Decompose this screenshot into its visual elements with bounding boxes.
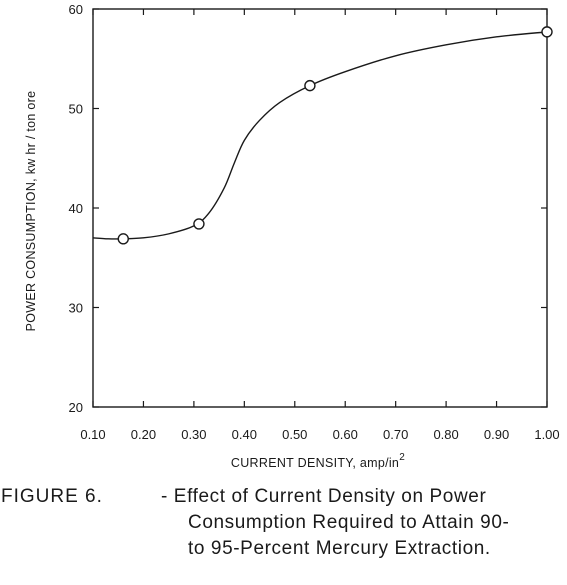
y-tick-label: 50 (69, 102, 83, 117)
x-tick-label: 0.70 (383, 427, 408, 442)
x-tick-label: 0.10 (80, 427, 105, 442)
y-tick-label: 40 (69, 201, 83, 216)
x-tick-label: 0.40 (232, 427, 257, 442)
x-tick-label: 0.50 (282, 427, 307, 442)
plot-border (92, 8, 548, 408)
x-tick-label: 1.00 (534, 427, 559, 442)
caption-line-3: to 95-Percent Mercury Extraction. (188, 538, 491, 559)
x-tick-label: 0.60 (333, 427, 358, 442)
plot-frame (92, 8, 548, 408)
x-tick-label: 0.80 (433, 427, 458, 442)
data-point (541, 26, 553, 38)
x-tick-label: 0.90 (484, 427, 509, 442)
y-axis: 20 30 40 50 60 (69, 2, 547, 415)
y-tick-label: 20 (69, 400, 83, 415)
x-tick-label: 0.30 (181, 427, 206, 442)
x-axis-title-superscript: 2 (399, 452, 405, 463)
y-tick-label: 60 (69, 2, 83, 17)
x-axis-title: CURRENT DENSITY, amp/in2 (231, 452, 405, 470)
series-line (92, 31, 548, 240)
data-point (117, 233, 129, 245)
caption-line-2: Consumption Required to Attain 90- (188, 512, 510, 533)
figure-label: FIGURE 6. (1, 486, 103, 507)
x-axis-title-text: CURRENT DENSITY, amp/in (231, 456, 399, 470)
x-axis: 0.10 0.20 0.30 0.40 0.50 0.60 0.70 0.80 0.90 1.00 (80, 9, 560, 442)
data-point (193, 218, 205, 230)
y-axis-title: POWER CONSUMPTION, kw hr / ton ore (24, 91, 38, 332)
series-layer (92, 26, 553, 245)
y-tick-label: 30 (69, 301, 83, 316)
x-tick-label: 0.20 (131, 427, 156, 442)
data-point (304, 79, 316, 92)
caption-line-1: - Effect of Current Density on Power (161, 486, 487, 507)
